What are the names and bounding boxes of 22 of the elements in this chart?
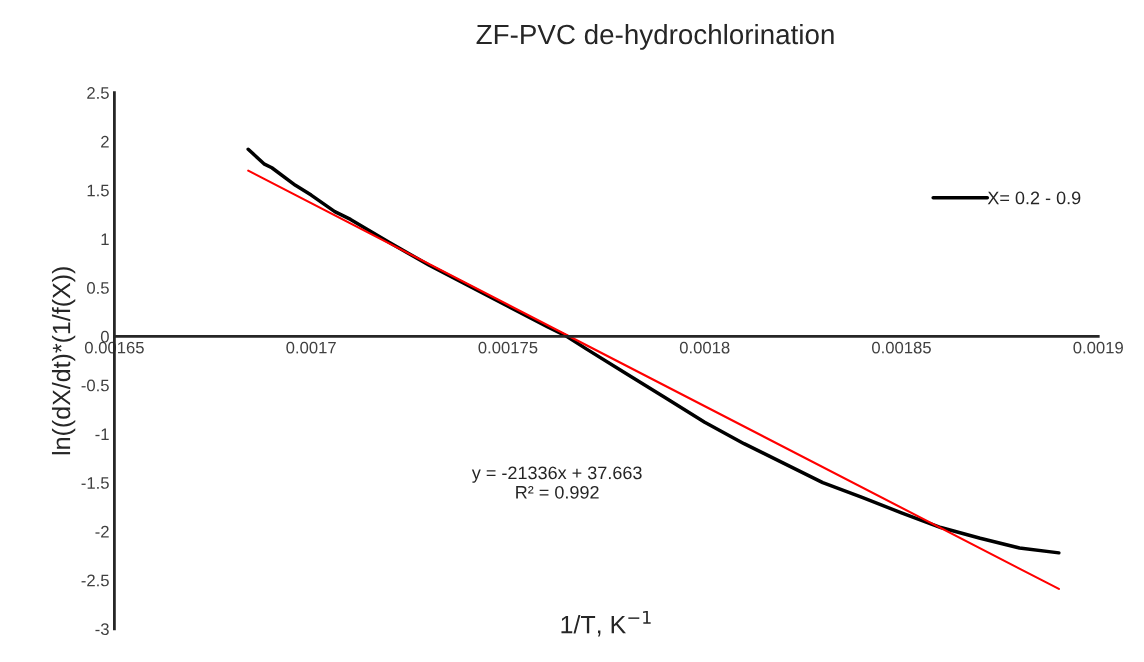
y-axis-title: ln((dX/dt)*(1/f(X)): [51, 267, 76, 455]
y-tick-label: -3: [95, 623, 109, 636]
y-tick-label: -1.5: [81, 477, 109, 489]
y-tick-label: 2.5: [87, 87, 109, 99]
chart-title: ZF-PVC de-hydrochlorination: [476, 23, 834, 50]
y-tick-label: -0.5: [81, 379, 109, 392]
x-tick-label: 0.00175: [478, 341, 538, 354]
annotation: y = -21336x + 37.663 R² = 0.992: [471, 466, 642, 499]
x-tick-label: 0.00185: [872, 341, 931, 354]
y-tick-label: 1.5: [87, 184, 109, 197]
y-tick-label: -2: [95, 525, 109, 538]
y-tick-label: 0.5: [87, 282, 109, 294]
y-tick-label: -1: [95, 428, 109, 440]
x-tick-label: 0.0019: [1073, 341, 1123, 354]
legend-label: X= 0.2 - 0.9: [987, 191, 1081, 205]
x-axis-title: 1/T, K$^{−1}$: [561, 610, 651, 637]
y-tick-label: 1: [101, 233, 109, 245]
y-tick-label: -2.5: [81, 574, 109, 587]
y-tick-label: 0: [100, 330, 109, 343]
x-tick-label: 0.0017: [286, 341, 336, 354]
x-tick-label: 0.0018: [679, 341, 730, 354]
y-tick-label: 2: [101, 135, 109, 148]
